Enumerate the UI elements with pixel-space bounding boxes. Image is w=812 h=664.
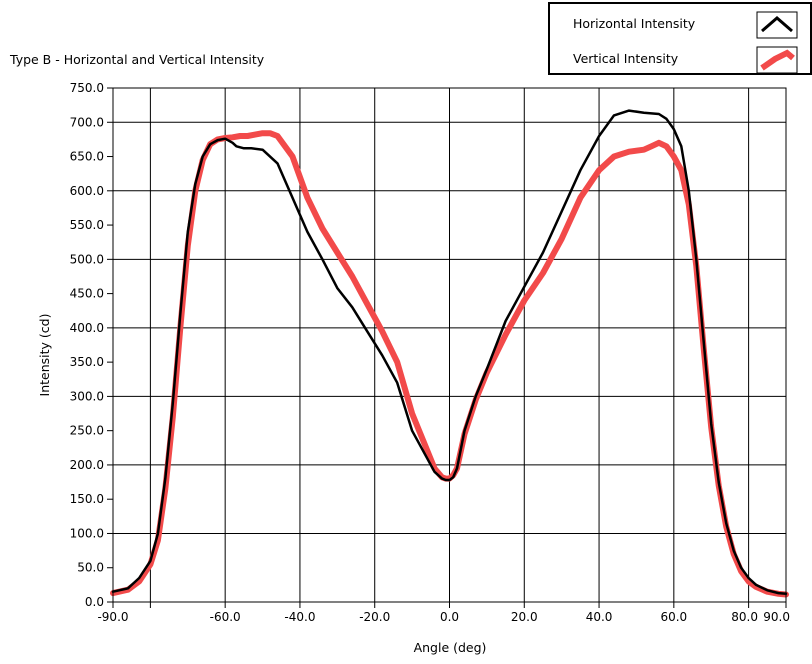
y-tick-label: 0.0 [85,595,104,609]
y-tick-label: 600.0 [70,184,104,198]
y-tick-label: 250.0 [70,424,104,438]
x-tick-label: -90.0 [97,610,128,624]
x-tick-label: 60.0 [660,610,687,624]
y-tick-label: 500.0 [70,252,104,266]
y-tick-label: 50.0 [77,561,104,575]
x-tick-label: -40.0 [284,610,315,624]
x-tick-label: 90.0 [763,610,790,624]
chart-title: Type B - Horizontal and Vertical Intensi… [9,52,265,67]
legend: Horizontal Intensity Vertical Intensity [548,2,812,75]
y-tick-label: 400.0 [70,321,104,335]
red-line-sample-icon [756,46,798,74]
series-line-horizontal-intensity [111,109,788,596]
x-tick-label: 80.0 [731,610,758,624]
x-tick-label: -20.0 [359,610,390,624]
x-tick-label: 0.0 [440,610,459,624]
legend-item-horizontal-label: Horizontal Intensity [573,16,696,31]
x-tick-label: -60.0 [210,610,241,624]
y-axis-title: Intensity (cd) [37,314,52,397]
y-tick-label: 650.0 [70,150,104,164]
x-axis-title: Angle (deg) [414,640,487,655]
x-tick-labels: -90.0 -60.0 -40.0 -20.0 0.0 20.0 40.0 60.0 80.0 9… [97,610,790,624]
y-tick-label: 200.0 [70,458,104,472]
tick-marks [107,87,787,608]
y-tick-label: 450.0 [70,287,104,301]
y-tick-label: 100.0 [70,526,104,540]
series-layer [110,109,789,598]
x-tick-label: 40.0 [586,610,613,624]
y-tick-labels: 0.0 50.0 100.0 150.0 200.0 250.0 300.0 350.0 400… [70,81,104,609]
x-tick-label: 20.0 [511,610,538,624]
y-tick-label: 550.0 [70,218,104,232]
y-tick-label: 750.0 [70,81,104,95]
y-tick-label: 150.0 [70,492,104,506]
black-line-sample-icon [756,11,798,39]
legend-item-vertical-label: Vertical Intensity [573,51,679,66]
y-tick-label: 350.0 [70,355,104,369]
y-tick-label: 700.0 [70,115,104,129]
y-tick-label: 300.0 [70,389,104,403]
